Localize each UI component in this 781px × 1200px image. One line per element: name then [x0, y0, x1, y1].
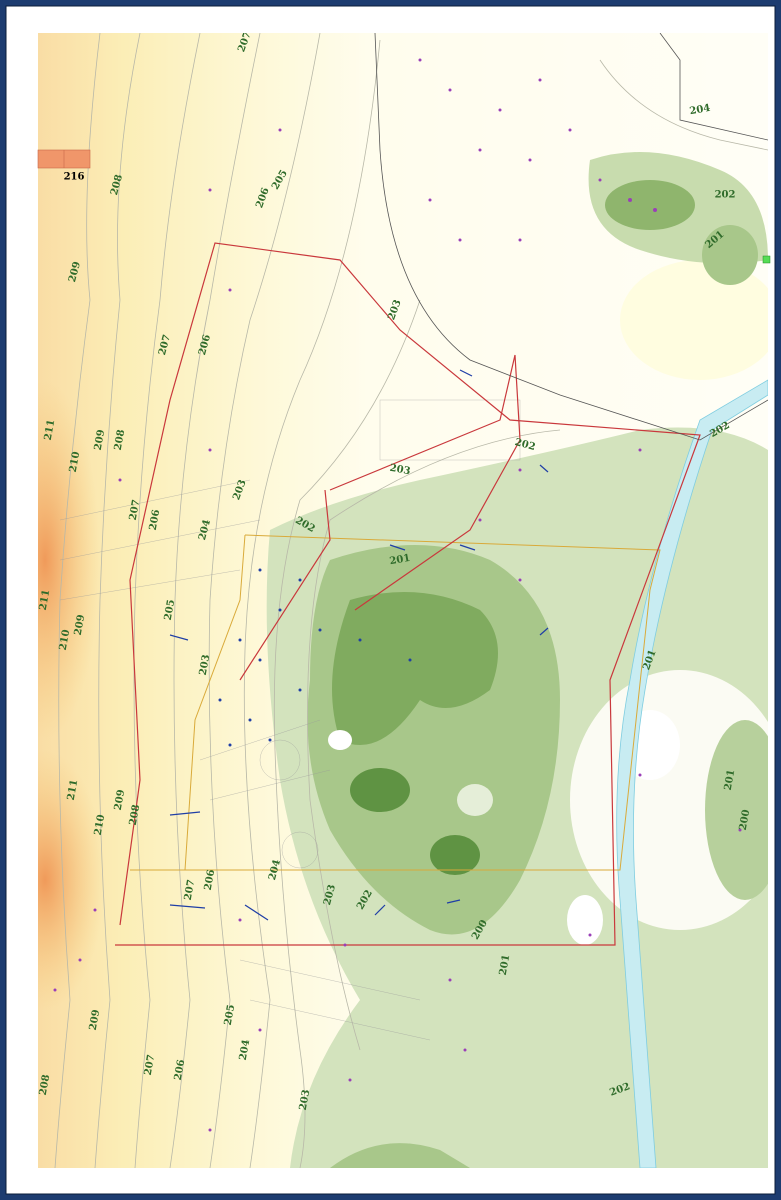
contour-label: 206	[148, 509, 162, 532]
legend-label: 216	[64, 172, 85, 183]
plume-boundary	[115, 242, 701, 946]
contour-label: 209	[93, 429, 107, 452]
green-zone	[330, 1143, 470, 1168]
contour-label: 203	[198, 654, 212, 677]
contour-label: 203	[298, 1089, 312, 1112]
contour-label: 205	[530, 25, 551, 36]
contour-label: 204	[689, 103, 712, 117]
contour-label: 203	[322, 883, 338, 906]
property-line	[374, 33, 768, 441]
contour-label: 204	[238, 1039, 252, 1062]
contour-label: 211	[38, 589, 52, 611]
site-boundary	[130, 534, 661, 871]
high-zone	[38, 750, 105, 1010]
contour-label: 208	[109, 173, 125, 196]
contour-label: 200	[738, 809, 752, 832]
green-zone	[605, 180, 695, 230]
contour-label: 201	[498, 954, 512, 976]
mound	[457, 784, 493, 816]
contour-label: 208	[38, 1074, 52, 1097]
contour-label: 202	[513, 437, 536, 453]
marker	[762, 255, 771, 264]
monitoring-wells	[53, 58, 742, 1132]
contour-label: 211	[43, 419, 57, 441]
contour-label: 210	[58, 629, 72, 652]
contour-label: 211	[66, 779, 80, 801]
contour-label: 204	[197, 518, 213, 541]
contour-label: 203	[389, 463, 412, 477]
contour-label: 201	[389, 553, 411, 567]
contour-label: 208	[128, 804, 142, 827]
contour-label: 204	[267, 858, 283, 881]
property-line	[659, 33, 768, 141]
river	[616, 379, 768, 1168]
contour-label: 210	[93, 814, 107, 837]
contour-label: 206	[203, 869, 217, 892]
contour-label: 209	[67, 260, 83, 283]
contour-label: 206	[173, 1059, 187, 1082]
contour-label: 205	[223, 1004, 237, 1027]
green-core	[350, 768, 410, 812]
mound	[567, 895, 603, 945]
contour-label: 206	[197, 333, 213, 356]
contour-label: 209	[113, 789, 127, 812]
mound	[328, 730, 352, 750]
contour-label: 209	[73, 614, 87, 637]
contour-label: 209	[88, 1009, 102, 1032]
contour-label: 210	[68, 451, 82, 474]
contour-label: 207	[143, 1054, 157, 1077]
contour-label: 202	[715, 190, 736, 201]
green-zone	[705, 720, 768, 900]
contour-label: 205	[163, 599, 177, 622]
high-zone	[38, 380, 100, 740]
contour-label: 207	[128, 499, 142, 522]
green-core	[430, 835, 480, 875]
yellow-zone	[620, 260, 768, 380]
green-zone	[702, 225, 758, 285]
wells-blue	[218, 568, 412, 747]
flow-arrows	[169, 369, 549, 921]
green-zone	[332, 592, 498, 745]
contour-label: 208	[113, 429, 127, 452]
contour-label: 207	[157, 333, 173, 356]
contour-label: 201	[723, 769, 737, 791]
contour-label: 207	[183, 879, 197, 902]
